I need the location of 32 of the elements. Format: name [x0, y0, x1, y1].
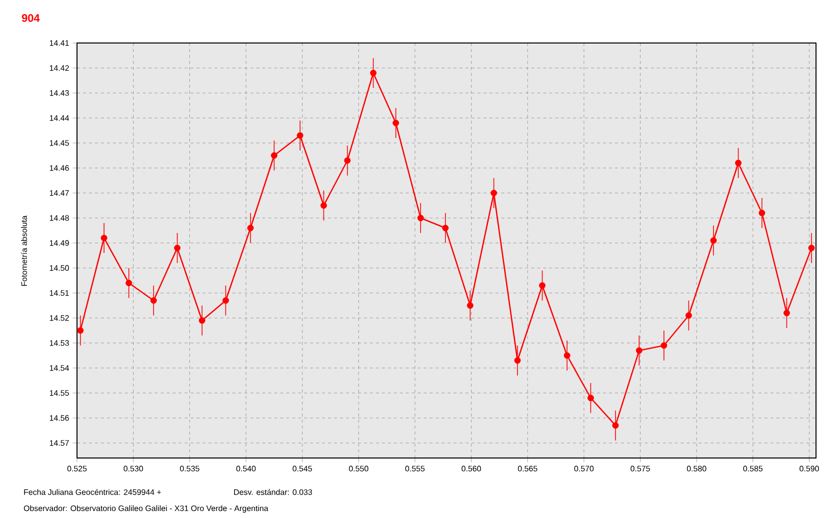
point: [392, 120, 400, 126]
point: [417, 214, 424, 222]
point: [808, 244, 815, 252]
point: [126, 280, 132, 286]
point: [198, 317, 206, 324]
chart-title: 904: [22, 14, 40, 22]
point: [222, 297, 229, 304]
point: [564, 352, 570, 359]
point: [174, 244, 181, 252]
point: [247, 224, 254, 232]
point: [270, 152, 278, 159]
point: [370, 70, 377, 76]
point: [685, 312, 692, 319]
point: [636, 347, 642, 354]
point: [490, 190, 498, 196]
point: [758, 210, 766, 216]
point: [783, 310, 790, 316]
point: [539, 282, 546, 289]
point: [77, 327, 84, 334]
point: [466, 302, 474, 309]
point: [344, 157, 351, 164]
point: [710, 237, 717, 244]
point: [735, 160, 742, 166]
point: [442, 224, 449, 232]
point: [612, 422, 619, 429]
point: [660, 342, 668, 349]
point: [587, 394, 594, 402]
point: [150, 297, 157, 304]
point: [320, 202, 327, 209]
point: [514, 357, 521, 364]
point: [296, 132, 304, 139]
point: [100, 234, 108, 242]
